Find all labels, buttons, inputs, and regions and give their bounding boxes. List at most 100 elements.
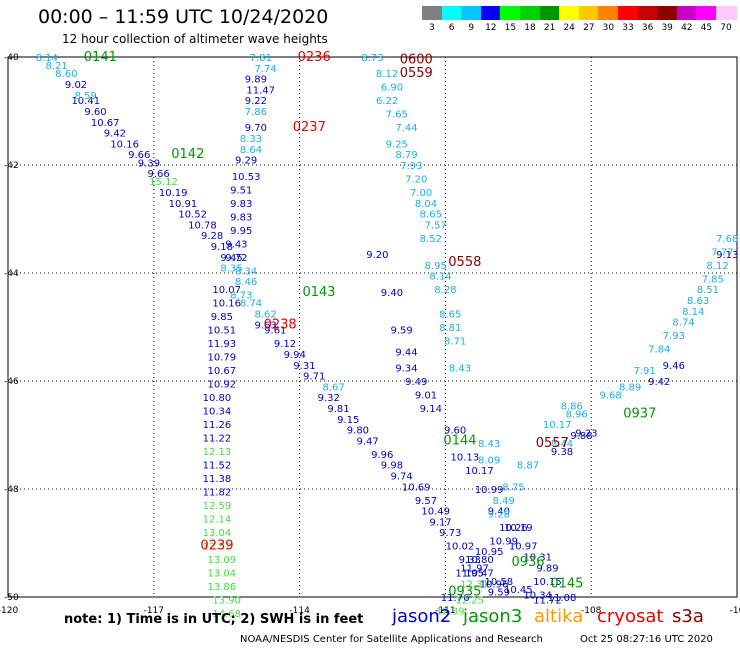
data-point-label: 9.83 [230, 199, 252, 210]
legend-s3a: s3a [672, 606, 704, 627]
data-point-label: 8.46 [235, 277, 257, 288]
data-point-label: 9.20 [366, 250, 388, 261]
data-point-label: 12.14 [203, 515, 232, 526]
data-point-label: 10.34 [203, 407, 232, 418]
data-point-label: 11.26 [203, 420, 232, 431]
colorbar-swatch [676, 6, 698, 20]
data-point-label: 10.97 [509, 542, 538, 553]
data-point-label: 8.75 [502, 482, 524, 493]
data-point-label: 9.39 [138, 158, 160, 169]
data-point-label: 11.08 [548, 593, 577, 604]
data-point-label: 8.12 [706, 261, 728, 272]
data-point-label: 11.76 [441, 593, 470, 604]
data-point-label: 12.39 [436, 607, 465, 618]
data-point-label: 10.80 [203, 393, 232, 404]
data-point-label: 9.72 [225, 253, 247, 264]
data-point-label: 13.04 [208, 569, 237, 580]
data-point-label: 11.72 [533, 596, 562, 607]
data-point-label: 8.64 [240, 145, 262, 156]
colorbar-swatch [696, 6, 718, 20]
data-point-label: 9.68 [600, 391, 622, 402]
data-point-label: 8.79 [395, 150, 417, 161]
data-point-label: 9.22 [245, 96, 267, 107]
colorbar-swatch [520, 6, 541, 20]
data-point-label: 8.14 [36, 53, 58, 64]
data-point-label: 7.84 [648, 345, 670, 356]
data-point-label: 10.53 [232, 172, 261, 183]
time-label: 0239 [200, 539, 233, 554]
data-point-label: 11.47 [246, 85, 275, 96]
x-tick-label: -10 [730, 606, 740, 616]
data-point-label: 8.43 [478, 439, 500, 450]
data-point-label: 10.47 [465, 569, 494, 580]
data-point-label: 10.79 [208, 353, 237, 364]
data-point-label: 10.91 [169, 199, 198, 210]
data-point-label: 8.35 [220, 264, 242, 275]
colorbar-label: 3 [429, 23, 435, 33]
data-point-label: 10.96 [480, 580, 509, 591]
time-label: 0142 [171, 147, 204, 162]
data-point-label: 9.66 [148, 169, 170, 180]
data-point-label: 12.31 [460, 580, 489, 591]
data-point-label: 13.86 [208, 582, 237, 593]
data-point-label: 9.34 [395, 364, 417, 375]
data-point-label: 10.92 [208, 380, 237, 391]
data-point-label: 9.74 [391, 472, 413, 483]
data-point-label: 8.87 [517, 461, 539, 472]
data-point-label: 8.73 [361, 53, 383, 64]
data-point-label: 10.52 [178, 210, 207, 221]
data-point-label: 9.57 [415, 496, 437, 507]
data-point-label: 10.31 [523, 553, 552, 564]
colorbar-swatch [461, 6, 483, 20]
colorbar-label: 70 [720, 23, 732, 33]
data-point-label: 9.89 [245, 75, 267, 86]
colorbar-swatch [422, 6, 443, 20]
time-label: 0559 [400, 66, 433, 81]
colorbar-swatch [716, 6, 737, 20]
time-label: 0238 [264, 317, 297, 332]
data-point-label: 8.59 [75, 91, 97, 102]
data-point-label: 8.60 [55, 69, 77, 80]
time-label: 0144 [443, 433, 476, 448]
data-point-label: 10.16 [110, 139, 139, 150]
data-point-label: 7.68 [716, 234, 738, 245]
data-point-label: 10.67 [91, 118, 120, 129]
data-point-label: 8.67 [322, 382, 344, 393]
data-point-label: 9.17 [429, 517, 451, 528]
colorbar-swatch [598, 6, 620, 20]
colorbar-swatch [480, 6, 502, 20]
time-label: 0935 [448, 585, 481, 600]
data-point-label: 9.12 [274, 339, 296, 350]
data-point-label: 8.51 [697, 285, 719, 296]
data-point-label: 7.77 [711, 247, 733, 258]
data-point-label: 7.91 [634, 366, 656, 377]
y-tick-label: -48 [4, 485, 19, 495]
data-point-label: 8.14 [682, 307, 704, 318]
colorbar-label: 9 [468, 23, 475, 33]
data-point-label: 10.95 [475, 547, 504, 558]
data-point-label: 9.63 [254, 320, 276, 331]
data-point-label: 9.31 [293, 361, 315, 372]
data-point-label: 9.46 [663, 361, 685, 372]
colorbar-swatch [539, 6, 561, 20]
data-point-label: 10.34 [523, 590, 552, 601]
data-point-label: 7.57 [425, 220, 447, 231]
data-point-label: 11.93 [208, 339, 237, 350]
data-point-label: 9.59 [391, 326, 413, 337]
data-point-label: 6.22 [376, 96, 398, 107]
data-point-label: 8.21 [45, 61, 67, 72]
data-point-label: 10.69 [402, 482, 431, 493]
data-point-label: 9.40 [488, 507, 510, 518]
data-point-label: 10.99 [475, 485, 504, 496]
data-point-label: 9.15 [337, 415, 359, 426]
data-point-label: 11.97 [460, 563, 489, 574]
data-point-label: 10.49 [421, 507, 450, 518]
data-point-label: 10.51 [208, 326, 237, 337]
colorbar-label: 27 [583, 23, 595, 33]
data-point-label: 9.98 [381, 461, 403, 472]
data-point-label: 10.99 [489, 536, 518, 547]
data-point-label: 9.85 [211, 312, 233, 323]
data-point-label: 13.09 [208, 555, 237, 566]
data-point-label: 11.52 [203, 461, 232, 472]
data-point-label: 10.26 [499, 523, 528, 534]
